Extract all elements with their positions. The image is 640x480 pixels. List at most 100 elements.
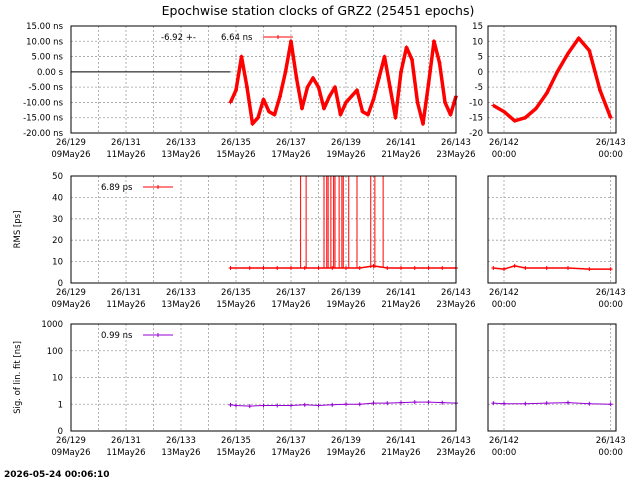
x-tick-label: 09May26 (51, 150, 90, 160)
data-point (294, 75, 299, 80)
y-tick-label: 20 (52, 236, 63, 246)
x-tick-label: 26/137 (276, 436, 306, 446)
panel-clock-main: 15.00 ns 10.00 ns 5.00 ns 0.00 s -5.00 ns -10… (23, 22, 476, 160)
data-point (322, 106, 326, 111)
data-point (608, 115, 613, 120)
data-point (349, 94, 354, 99)
data-point (228, 266, 233, 271)
x-tick-label: 26/131 (111, 138, 141, 148)
data-point (410, 57, 414, 62)
y-tick-label: -10.00 ns (23, 98, 63, 108)
panel-rms-main: 50 40 30 20 10 026/129 09May26 26/131 11May26 26/… (13, 172, 476, 310)
y-tick-label: 0 (478, 68, 483, 78)
data-point (523, 115, 528, 120)
data-point (283, 69, 288, 74)
plot-frame (487, 323, 617, 432)
data-point (327, 94, 332, 99)
data-point (256, 115, 260, 120)
data-point (440, 400, 445, 405)
x-tick-label: 26/131 (111, 288, 141, 298)
x-tick-label: 26/139 (331, 288, 361, 298)
x-tick-label: 26/141 (386, 436, 416, 446)
data-point (371, 401, 376, 406)
data-point (393, 115, 398, 120)
panel-rms-zoom: 26/142 00:00 26/143 00:00 (487, 175, 626, 310)
data-point (426, 82, 431, 87)
data-point (399, 69, 403, 74)
plot-frame (487, 25, 617, 134)
data-point (608, 402, 613, 407)
data-point (228, 100, 233, 105)
y-tick-label: 5.00 ns (32, 53, 64, 63)
data-point (250, 121, 255, 126)
data-point (360, 109, 365, 114)
data-point (566, 51, 570, 56)
x-tick-label: 26/141 (386, 138, 416, 148)
data-point (272, 112, 277, 117)
x-tick-label: 26/142 (489, 288, 519, 298)
x-tick-label: 26/143 (596, 288, 626, 298)
x-tick-label: 26/142 (489, 138, 519, 148)
x-tick-label: 21May26 (381, 448, 420, 458)
data-point (555, 69, 560, 74)
data-point (385, 266, 390, 271)
data-point (302, 402, 307, 407)
data-point (333, 85, 337, 90)
data-point (239, 54, 244, 59)
x-tick-label: 17May26 (271, 448, 310, 458)
data-point (432, 39, 436, 44)
data-point (278, 94, 282, 99)
data-point (443, 100, 447, 105)
y-tick-label: 100 (47, 347, 63, 357)
y-tick-label: -10 (469, 98, 483, 108)
data-point (491, 103, 496, 108)
x-tick-label: 17May26 (271, 300, 310, 310)
y-tick-label: 10 (52, 258, 63, 268)
data-point (587, 401, 592, 406)
x-tick-label: 23May26 (436, 448, 475, 458)
data-point (289, 39, 293, 44)
data-point (377, 75, 381, 80)
x-tick-label: 26/139 (331, 138, 361, 148)
data-point (330, 402, 335, 407)
y-tick-label: 30 (52, 215, 63, 225)
x-tick-label: 13May26 (161, 150, 200, 160)
plot-frame (70, 175, 457, 284)
x-tick-label: 26/143 (596, 436, 626, 446)
x-tick-label: 09May26 (51, 300, 90, 310)
x-tick-label: 26/135 (221, 138, 251, 148)
data-point (344, 402, 348, 407)
data-point (412, 400, 417, 405)
x-tick-label: 26/133 (166, 138, 196, 148)
x-tick-label: 26/142 (489, 436, 519, 446)
plot-frame (487, 175, 617, 284)
data-point (512, 263, 517, 268)
x-tick-label: 26/129 (56, 288, 86, 298)
y-tick-label: 10 (52, 374, 63, 384)
x-tick-label: 26/143 (441, 436, 471, 446)
x-tick-label: 11May26 (106, 300, 145, 310)
x-tick-label: 26/129 (56, 436, 86, 446)
x-tick-label: 21May26 (381, 150, 420, 160)
data-point (491, 266, 496, 271)
data-point (234, 403, 238, 408)
x-tick-label: 26/137 (276, 288, 306, 298)
x-tick-label: 26/133 (166, 436, 196, 446)
data-point (247, 266, 252, 271)
x-tick-label: 23May26 (436, 300, 475, 310)
y-tick-label: -5 (475, 83, 483, 93)
data-point (399, 400, 403, 405)
data-point (502, 109, 506, 114)
data-point (371, 97, 376, 102)
data-point (544, 91, 549, 96)
data-point (275, 403, 280, 408)
legend-value: 0.99 ns (101, 331, 133, 341)
data-point (355, 88, 359, 93)
x-tick-label: 26/129 (56, 138, 86, 148)
legend-mean: -6.92 +- (161, 33, 196, 43)
x-tick-label: 15May26 (216, 150, 255, 160)
y-tick-label: 0 (58, 427, 63, 437)
data-point (426, 400, 431, 405)
x-tick-label: 26/131 (111, 436, 141, 446)
